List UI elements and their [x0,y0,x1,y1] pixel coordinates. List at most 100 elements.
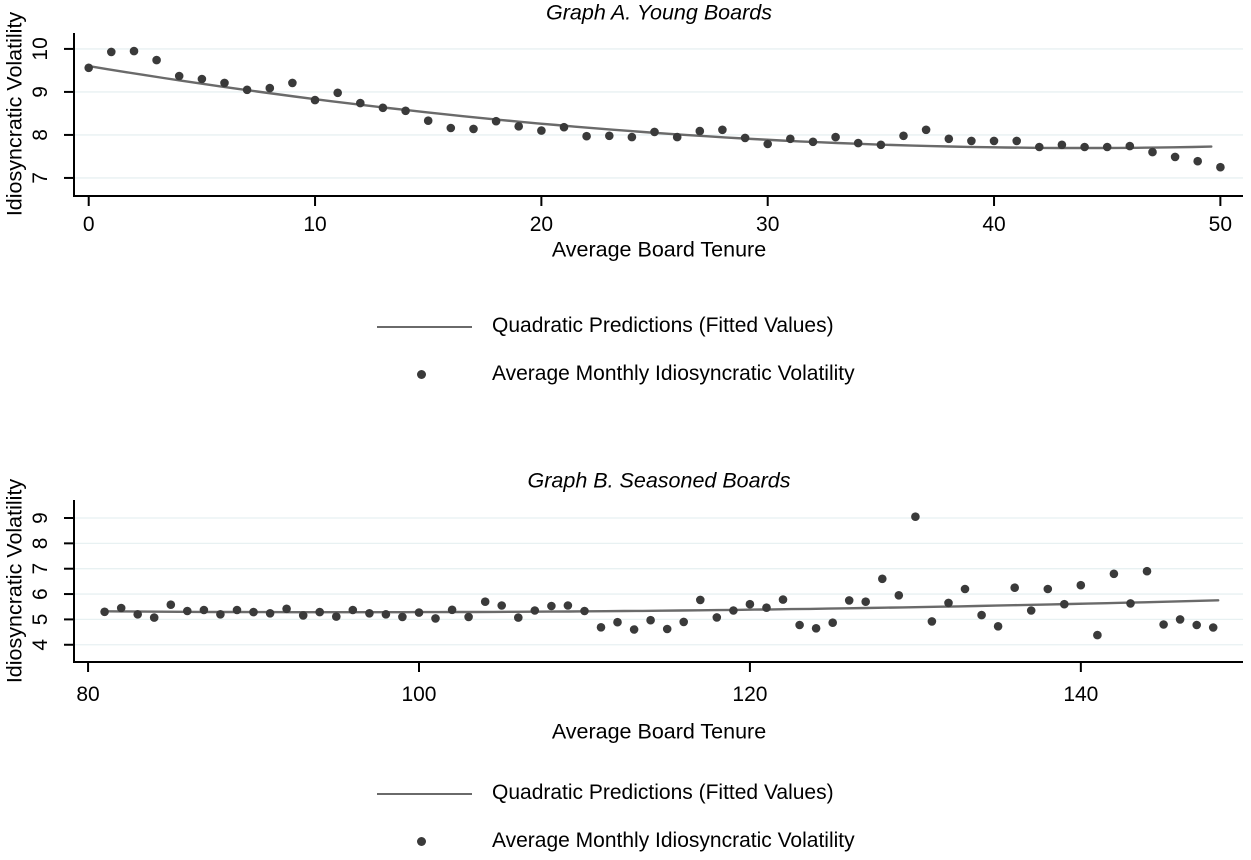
graph-a-data-point [265,83,275,93]
graph-b-data-point [696,595,705,605]
graph-a-data-point [469,124,478,134]
graph-b-data-point [646,615,655,625]
graph-b-data-point [1010,583,1019,592]
graph-b-data-point [381,610,391,619]
graph-b-data-point [183,606,192,616]
graph-a-data-point [740,133,750,143]
graph-b-data-point [447,605,457,615]
graph-b-y-tick-label: 5 [29,614,52,626]
graph-a-data-point [627,132,637,142]
graph-b-data-point [547,601,556,611]
graph-a-data-point [786,134,795,144]
graph-b-data-point [298,611,308,620]
graph-b-data-point [1093,630,1102,640]
legend-line-sample [377,326,472,328]
graph-a-data-point [107,47,116,57]
graph-b-data-point [894,591,904,600]
graph-b-data-point [1126,599,1135,608]
graph-b-data-point [861,597,870,606]
graph-a-data-point [401,106,410,116]
graph-a-data-point [310,95,320,105]
graph-b-data-point [679,617,688,627]
graph-a-data-point [944,134,954,144]
graph-a-data-point [446,123,456,133]
graph-a-data-point [423,116,433,125]
graph-a-x-axis-title: Average Board Tenure [551,237,767,262]
graph-a-x-tick-label: 20 [530,213,553,236]
legend-label-scatter: Average Monthly Idiosyncratic Volatility [492,829,855,852]
graph-a-legend-row-dot: Average Monthly Idiosyncratic Volatility [0,360,1251,388]
graph-b-data-point [431,614,440,623]
graph-a-data-point [378,103,388,113]
graph-b-data-point [927,617,937,626]
graph-a-data-point [1216,162,1225,172]
graph-b-data-point [828,618,837,627]
graph-a-data-point [356,98,365,108]
graph-a-data-point [84,63,93,73]
graph-b-data-point [1175,615,1185,624]
graph-b-data-point [762,603,771,612]
graph-a-data-point [1057,140,1067,150]
graph-b-data-point [613,617,622,627]
graph-b-y-tick-label: 7 [29,563,52,575]
graph-a-data-point [921,125,931,135]
graph-b-data-point [778,595,788,604]
graph-a-data-point [989,136,999,146]
graph-b-data-point [365,609,374,618]
graph-a-title: Graph A. Young Boards [546,0,772,25]
graph-a-data-point [718,125,727,135]
graph-b-data-point [348,605,358,615]
graph-b-y-tick-label: 9 [29,512,52,524]
graph-b-data-point [1159,620,1168,629]
graph-b-y-tick-label: 8 [29,538,52,550]
legend-dot-sample [417,369,426,379]
graph-b-data-point [563,601,573,610]
graph-b-y-axis-title: Idiosyncratic Volatility [2,478,27,684]
graph-a-x-tick-label: 30 [756,213,779,236]
graph-a-data-point [220,78,229,88]
graph-a-data-point [491,116,501,126]
graph-b-data-point [811,624,821,633]
graph-b-data-point [332,612,341,621]
graph-b-x-axis-title: Average Board Tenure [551,719,767,744]
graph-b-fitted-line [103,599,1220,614]
graph-b-data-point [149,613,159,622]
graph-b-data-point [480,597,490,606]
graph-b-data-point [1142,566,1152,576]
graph-b-data-point [878,574,887,584]
graph-a-data-point [605,131,614,141]
graph-a-data-point [197,74,207,84]
legend-dot-sample [417,836,426,846]
graph-b-data-point [596,623,606,632]
graph-a-data-point [1148,147,1157,157]
graph-b-x-tick-label: 140 [1063,683,1098,706]
graph-b-data-point [629,625,639,634]
graph-b-data-point [729,606,738,615]
graph-b-data-point [315,607,325,617]
graph-b-data-point [133,610,142,619]
graph-a-data-point [1035,142,1044,152]
graph-b-data-point [464,612,473,622]
graph-b-data-point [514,613,523,622]
graph-a-x-tick-label: 0 [83,213,95,236]
graph-a-data-point [1080,142,1089,152]
graph-b-data-point [1076,580,1086,590]
graph-a-data-point [899,131,908,141]
graph-b-data-point [844,596,854,605]
graph-a-data-point [1012,136,1021,146]
graph-a-data-point [853,138,863,148]
graph-b-data-point [1192,620,1201,630]
graph-b-data-point [911,512,920,521]
graph-a-data-point [174,71,184,81]
graph-b-data-point [977,610,986,620]
graph-a-y-tick-label: 10 [29,37,52,60]
graph-b-data-point [414,608,424,617]
graph-b-title: Graph B. Seasoned Boards [527,468,791,493]
graph-b-data-point [1026,606,1036,615]
graph-a-y-tick-label: 8 [29,129,52,141]
graph-b-data-point [116,603,126,613]
graph-b-data-point [1043,584,1053,594]
graph-b-data-point [944,598,953,608]
